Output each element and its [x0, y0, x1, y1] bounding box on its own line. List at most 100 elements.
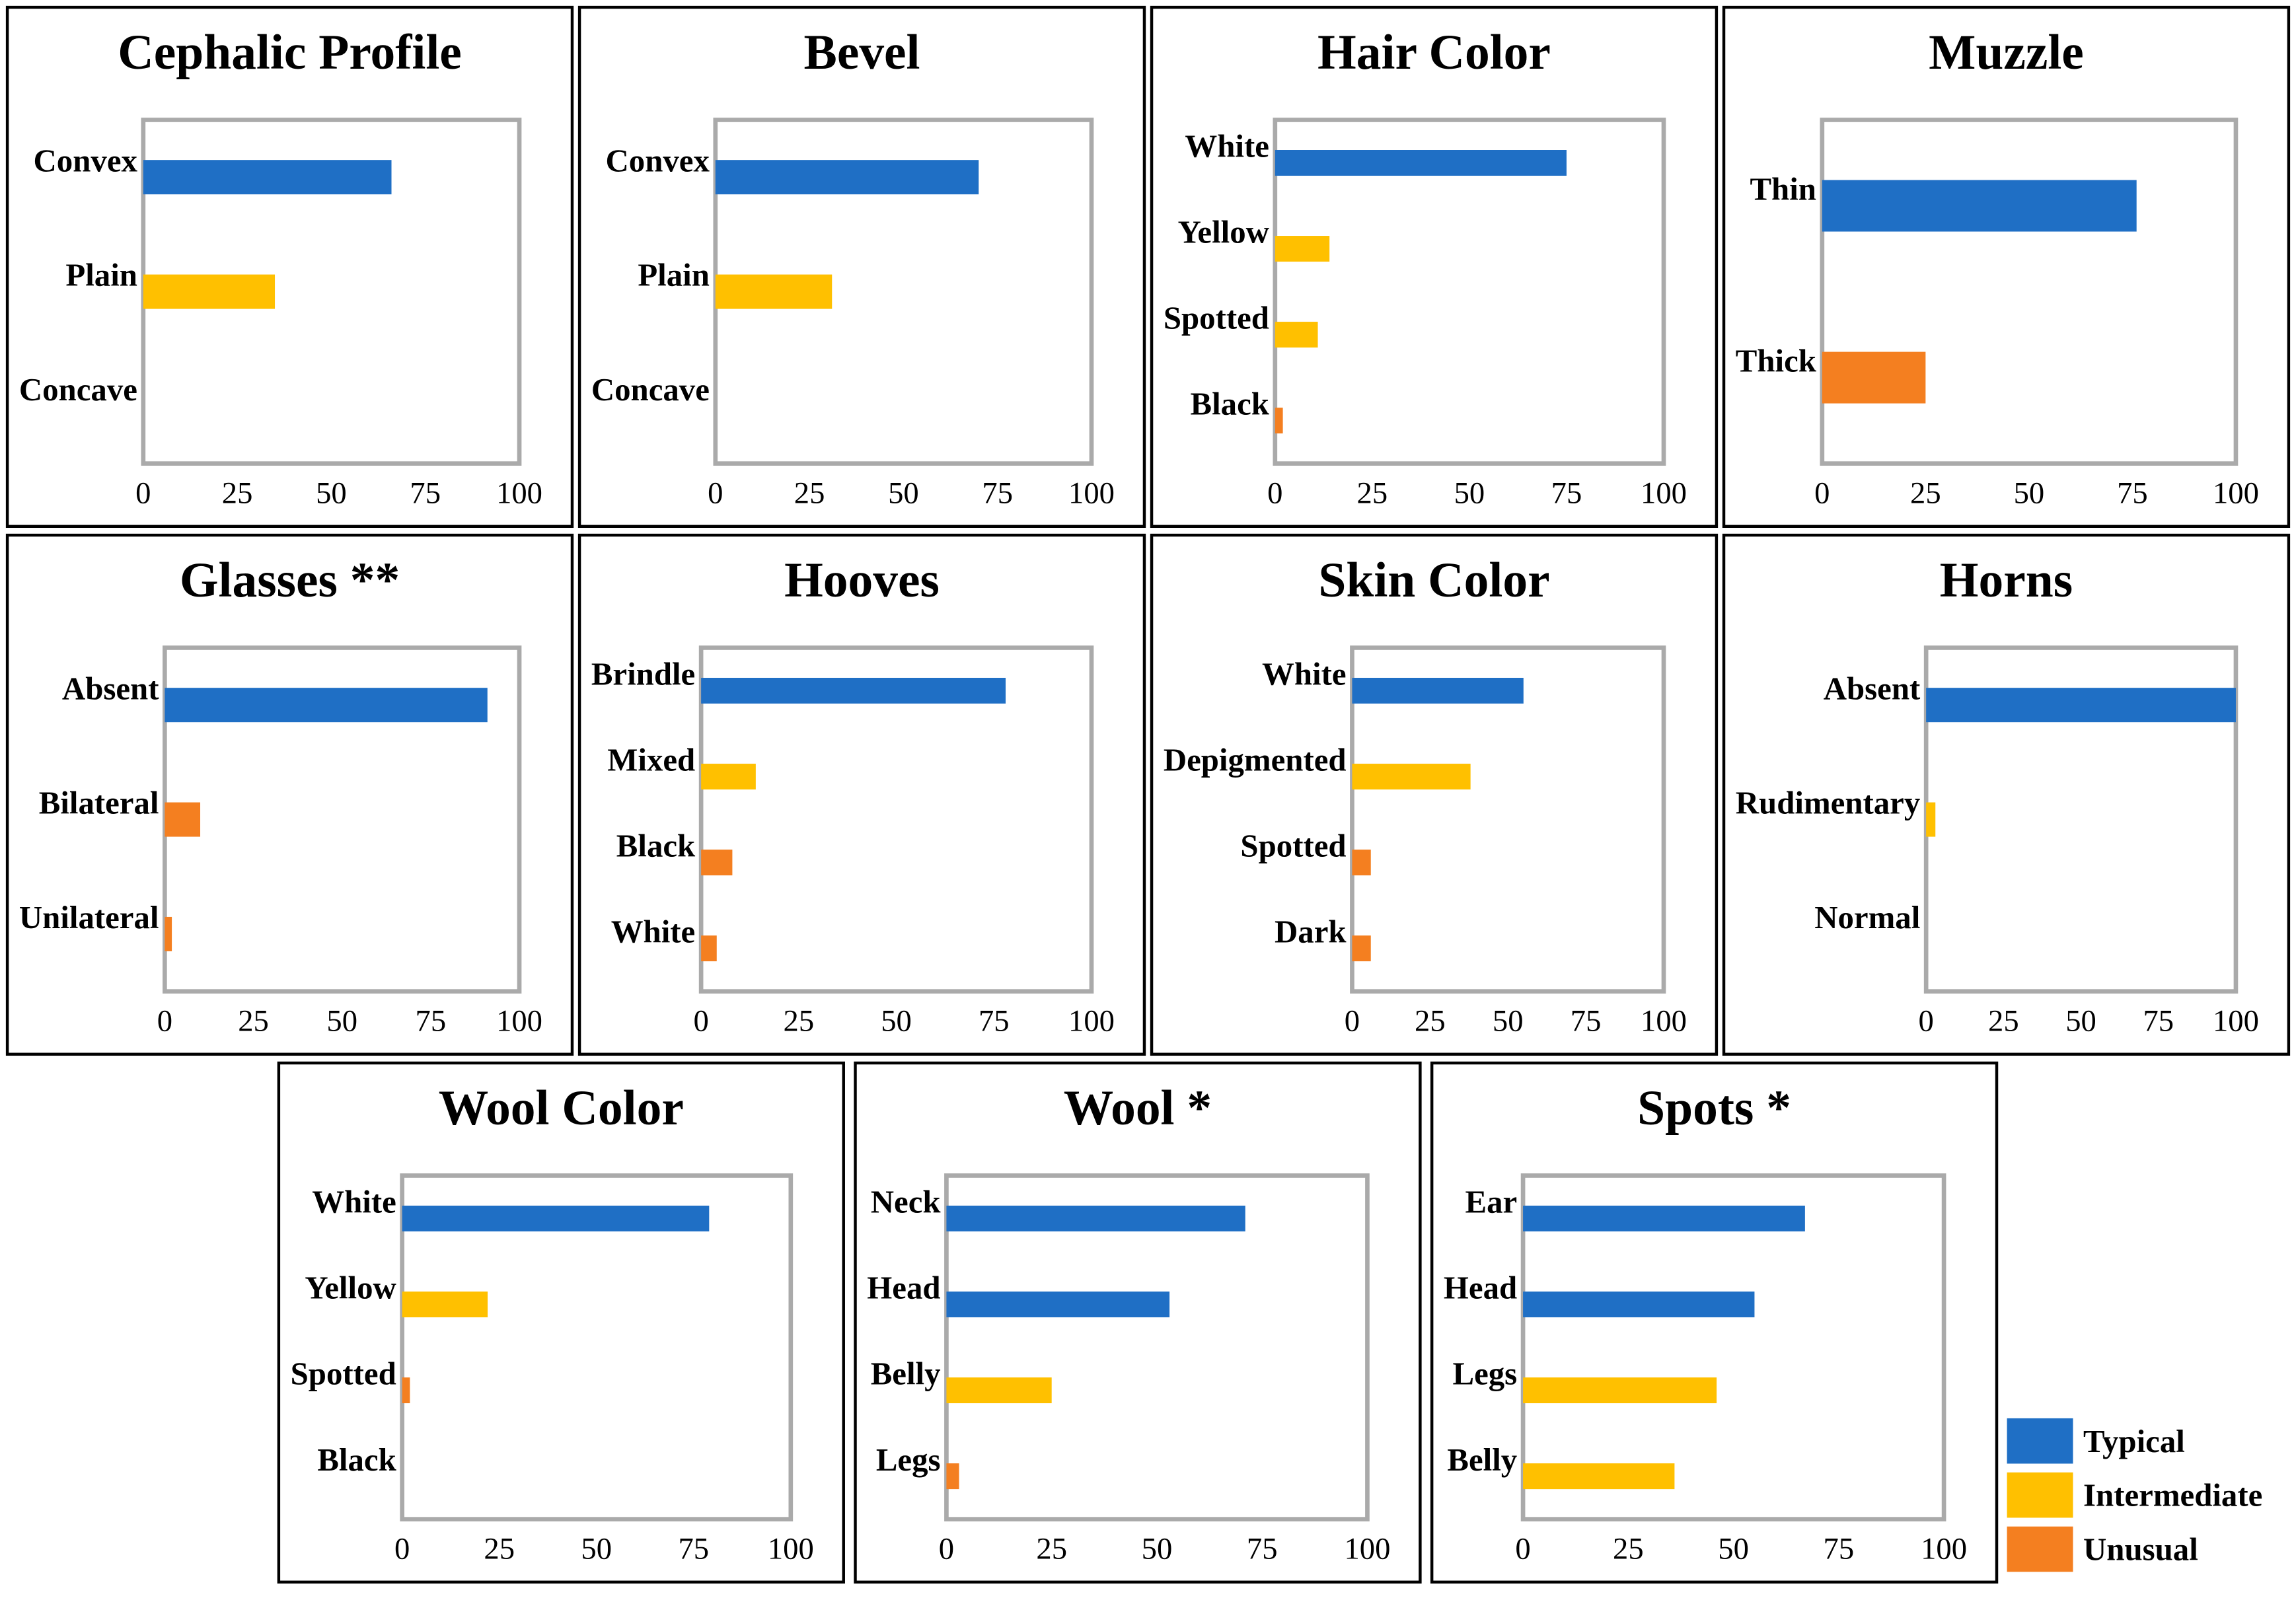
- category-label: Mixed: [607, 743, 695, 778]
- bar: [701, 764, 756, 790]
- bar: [1275, 408, 1283, 434]
- x-tick-label: 25: [1613, 1532, 1644, 1566]
- category-label: Thin: [1750, 172, 1816, 207]
- x-tick-label: 75: [410, 476, 441, 510]
- bar: [1523, 1206, 1805, 1232]
- bar: [143, 160, 392, 195]
- panel-frame: [5, 533, 574, 1056]
- x-tick-label: 100: [1641, 476, 1687, 510]
- chart-panel: Wool * Neck Head Belly Legs 0 25 50 75 100: [854, 1061, 1422, 1584]
- panel-frame: [854, 1061, 1422, 1584]
- chart-title: Wool Color: [439, 1081, 684, 1136]
- bar: [701, 935, 717, 962]
- x-tick-label: 75: [2117, 476, 2148, 510]
- x-tick-label: 25: [1357, 476, 1388, 510]
- chart-panel: Cephalic Profile Convex Plain Concave 0 25 50 7…: [5, 5, 574, 529]
- category-label: Convex: [606, 143, 710, 178]
- x-tick-label: 50: [1718, 1532, 1749, 1566]
- x-tick-label: 0: [157, 1004, 172, 1038]
- bar: [1275, 236, 1330, 262]
- bar: [1352, 850, 1371, 876]
- x-tick-label: 100: [1068, 476, 1115, 510]
- category-label: Bilateral: [39, 785, 159, 821]
- bar: [143, 274, 276, 309]
- chart-title: Hooves: [784, 553, 940, 608]
- x-tick-label: 50: [888, 476, 919, 510]
- x-tick-label: 75: [1247, 1532, 1278, 1566]
- chart-panel: Hooves Brindle Mixed Black White 0 25 50 75 100: [577, 533, 1146, 1056]
- bar: [165, 688, 488, 723]
- category-label: White: [1185, 129, 1269, 164]
- bar: [1926, 688, 2236, 723]
- x-tick-label: 50: [1454, 476, 1485, 510]
- category-label: Absent: [62, 671, 159, 706]
- bar: [1352, 764, 1471, 790]
- bar: [1275, 150, 1567, 176]
- legend-label: Unusual: [2083, 1532, 2198, 1568]
- category-label: Neck: [871, 1185, 942, 1220]
- bar: [1275, 322, 1318, 348]
- category-label: Dark: [1275, 914, 1347, 950]
- x-tick-label: 100: [496, 1004, 542, 1038]
- bar: [701, 850, 733, 876]
- x-tick-label: 0: [939, 1532, 954, 1566]
- category-label: Spotted: [1240, 828, 1346, 864]
- chart-panel: Spots * Ear Head Legs Belly 0 25 50 75 100: [1430, 1061, 1999, 1584]
- category-label: Yellow: [305, 1270, 396, 1306]
- panel-frame: [577, 5, 1146, 529]
- plot-frame: [698, 645, 1094, 994]
- category-label: Spotted: [291, 1356, 396, 1392]
- bar: [402, 1206, 710, 1232]
- panel-frame: [1430, 1061, 1999, 1584]
- x-tick-label: 50: [1142, 1532, 1173, 1566]
- category-label: Concave: [591, 372, 710, 408]
- category-label: Absent: [1824, 671, 1921, 706]
- category-label: Belly: [871, 1356, 941, 1392]
- legend-swatch: [2007, 1526, 2073, 1572]
- bar: [165, 916, 172, 951]
- chart-panel: Wool Color White Yellow Spotted Black 0 25 50 75…: [277, 1061, 845, 1584]
- x-tick-label: 50: [2065, 1004, 2096, 1038]
- bar: [946, 1292, 1170, 1318]
- x-tick-label: 0: [1919, 1004, 1934, 1038]
- legend-swatch: [2007, 1418, 2073, 1464]
- chart-title: Glasses **: [180, 553, 400, 608]
- bar: [165, 802, 201, 837]
- bar: [1523, 1377, 1717, 1404]
- bar: [1523, 1463, 1675, 1490]
- x-tick-label: 75: [1571, 1004, 1602, 1038]
- legend-label: Intermediate: [2083, 1478, 2262, 1513]
- category-label: Plain: [638, 258, 710, 293]
- x-tick-label: 75: [678, 1532, 709, 1566]
- panel-frame: [577, 533, 1146, 1056]
- x-tick-label: 100: [2213, 1004, 2259, 1038]
- chart-title: Cephalic Profile: [118, 25, 462, 80]
- panel-frame: [1722, 5, 2291, 529]
- x-tick-label: 100: [1921, 1532, 1967, 1566]
- chart-panel: Skin Color White Depigmented Spotted Dark 0 25…: [1150, 533, 1719, 1056]
- bar: [1352, 678, 1524, 704]
- chart-title: Spots *: [1637, 1081, 1791, 1136]
- x-tick-label: 75: [2143, 1004, 2174, 1038]
- x-tick-label: 25: [1415, 1004, 1446, 1038]
- category-label: Belly: [1447, 1442, 1517, 1478]
- x-tick-label: 50: [881, 1004, 912, 1038]
- category-label: White: [611, 914, 696, 950]
- category-label: Head: [1444, 1270, 1517, 1306]
- bar: [1926, 802, 1936, 837]
- bar: [946, 1377, 1052, 1404]
- x-tick-label: 75: [979, 1004, 1010, 1038]
- category-label: Normal: [1814, 900, 1920, 935]
- category-label: Rudimentary: [1736, 785, 1920, 821]
- chart-title: Wool *: [1064, 1081, 1212, 1136]
- x-tick-label: 0: [394, 1532, 410, 1566]
- chart-panel: Glasses ** Absent Bilateral Unilateral 0 25 50…: [5, 533, 574, 1056]
- chart-panel: Hair Color White Yellow Spotted Black 0 25 50 75…: [1150, 5, 1719, 529]
- panel-frame: [1150, 5, 1719, 529]
- legend-swatch: [2007, 1472, 2073, 1518]
- chart-title: Skin Color: [1318, 553, 1549, 608]
- category-label: White: [312, 1185, 396, 1220]
- bar: [402, 1292, 488, 1318]
